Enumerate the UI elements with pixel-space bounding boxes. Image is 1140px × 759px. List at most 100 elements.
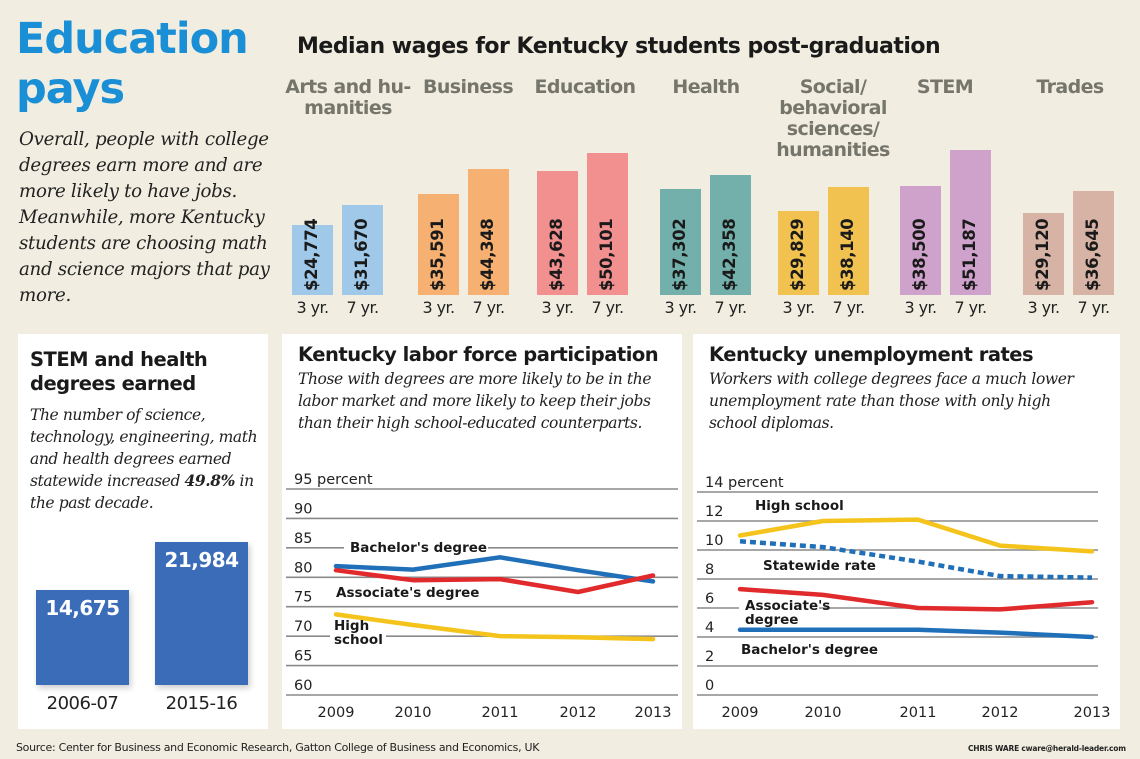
wage-bar <box>1073 191 1114 295</box>
series-label: Statewide rate <box>763 558 876 574</box>
y-tick-label: 6 <box>705 591 714 607</box>
wage-period-label: 3 yr. <box>422 298 456 317</box>
x-tick-label: 2010 <box>395 705 432 721</box>
source-note: Source: Center for Business and Economic… <box>16 741 540 754</box>
stem-degrees-panel: STEM and health degrees earned The numbe… <box>18 334 268 729</box>
x-tick-label: 2010 <box>805 705 842 721</box>
wage-bar-value: $24,774 <box>302 218 321 291</box>
category-label: Arts and hu-manities <box>278 77 418 119</box>
y-tick-label: 90 <box>294 501 312 517</box>
wage-period-label: 7 yr. <box>1077 298 1111 317</box>
category-label: Social/behavioral sciences/humanities <box>763 77 903 161</box>
stem-bar: 14,675 <box>36 589 129 685</box>
wage-bar <box>292 224 333 295</box>
y-tick-label: 75 <box>294 590 312 606</box>
wage-bar-value: $43,628 <box>547 218 566 291</box>
wage-period-label: 7 yr. <box>346 298 380 317</box>
labor-chart: 95 percent 90 85 80 75 70 65 60 2009 2010 2011 2012… <box>286 472 678 721</box>
stem-year-label: 2006-07 <box>46 693 119 714</box>
wage-period-label: 3 yr. <box>664 298 698 317</box>
wage-period-label: 7 yr. <box>954 298 988 317</box>
series-label: Bachelor's degree <box>741 642 878 658</box>
category-label-line: Social/ <box>799 76 867 98</box>
wage-period-label: 7 yr. <box>714 298 748 317</box>
stem-bar-value: 21,984 <box>164 548 239 572</box>
stem-bar: 21,984 <box>155 542 248 685</box>
stem-panel-description: The number of science, technology, engin… <box>30 404 262 514</box>
wage-bar-value: $29,120 <box>1033 218 1052 291</box>
category-label: Education <box>515 77 655 98</box>
series-line <box>737 586 1095 612</box>
wage-bar-value: $42,358 <box>720 218 739 291</box>
series-line <box>333 555 656 584</box>
category-label-line: STEM <box>916 76 974 98</box>
category-label-line: Trades <box>1036 76 1104 98</box>
series-line <box>737 517 1095 554</box>
wage-bar-value: $37,302 <box>670 218 689 291</box>
category-label: Health <box>636 77 776 98</box>
y-tick-label: 10 <box>705 533 723 549</box>
x-tick-label: 2011 <box>900 705 937 721</box>
category-label-line: humanities <box>776 139 890 161</box>
stem-desc-pre: The number of science, technology, engin… <box>30 406 258 490</box>
series-label: High school <box>755 498 844 514</box>
credit-note: CHRIS WARE cware@herald-leader.com <box>968 744 1126 753</box>
wage-chart-title: Median wages for Kentucky students post-… <box>297 34 941 59</box>
x-tick-label: 2013 <box>1074 705 1111 721</box>
series-label: school <box>334 632 383 648</box>
main-title: Education pays <box>16 14 276 114</box>
unemployment-panel: Kentucky unemployment rates Workers with… <box>693 334 1120 729</box>
labor-panel: Kentucky labor force participation Those… <box>282 334 682 729</box>
stem-panel-title: STEM and health degrees earned <box>30 348 208 395</box>
wage-period-label: 7 yr. <box>832 298 866 317</box>
series-line <box>737 627 1095 640</box>
x-tick-label: 2009 <box>318 705 355 721</box>
unemployment-chart: 14 percent 12 10 8 6 4 2 0 2009 2010 2011 2012 2013 H… <box>697 475 1111 721</box>
x-tick-label: 2013 <box>635 705 672 721</box>
stem-bar-value: 14,675 <box>45 595 120 620</box>
series-label: degree <box>745 612 798 628</box>
wage-period-label: 3 yr. <box>1027 298 1061 317</box>
y-tick-label: 14 percent <box>705 475 784 491</box>
wage-bar <box>342 205 383 295</box>
wage-chart: Arts and hu-manities $24,774 3 yr. $31,670 7… <box>0 0 1140 330</box>
wage-period-label: 3 yr. <box>296 298 330 317</box>
wage-bar <box>418 194 459 295</box>
wage-bar-value: $36,645 <box>1083 218 1102 291</box>
labor-panel-title: Kentucky labor force participation <box>298 343 659 366</box>
wage-period-label: 3 yr. <box>782 298 816 317</box>
category-label-line: behavioral <box>779 97 887 119</box>
category-label: Trades <box>1000 77 1140 98</box>
wage-bar <box>1023 212 1064 295</box>
y-tick-label: 70 <box>294 619 312 635</box>
series-label: Associate's degree <box>336 585 479 601</box>
wage-bar <box>900 185 941 295</box>
labor-panel-description: Those with degrees are more likely to be… <box>298 370 652 432</box>
series-line <box>739 539 1093 580</box>
category-label-line: Health <box>672 76 740 98</box>
x-tick-label: 2009 <box>722 705 759 721</box>
y-tick-label: 80 <box>294 560 312 576</box>
category-label: Business <box>398 77 538 98</box>
wage-bar <box>710 175 751 295</box>
series-label: Bachelor's degree <box>350 540 487 556</box>
wage-bar <box>468 169 509 295</box>
y-tick-label: 0 <box>705 678 714 694</box>
series-label: High <box>334 618 369 634</box>
category-label-line: Arts and hu- <box>285 76 411 98</box>
stem-year-label: 2015-16 <box>165 693 238 714</box>
category-label-line: Business <box>422 76 514 98</box>
y-tick-label: 4 <box>705 620 714 636</box>
wage-bar-value: $44,348 <box>478 218 497 291</box>
unemployment-panel-title: Kentucky unemployment rates <box>709 343 1034 366</box>
wage-bar <box>660 189 701 295</box>
wage-bar-value: $51,187 <box>960 218 979 291</box>
wage-bar-value: $38,500 <box>910 218 929 291</box>
intro-text: Overall, people with college degrees ear… <box>19 129 270 306</box>
category-label-line: Education <box>534 76 637 98</box>
category-label: STEM <box>875 77 1015 98</box>
category-label-line: manities <box>304 97 392 119</box>
x-tick-label: 2012 <box>560 705 597 721</box>
main-title-line2: pays <box>16 64 125 114</box>
stem-desc-bold: 49.8% <box>184 471 236 490</box>
